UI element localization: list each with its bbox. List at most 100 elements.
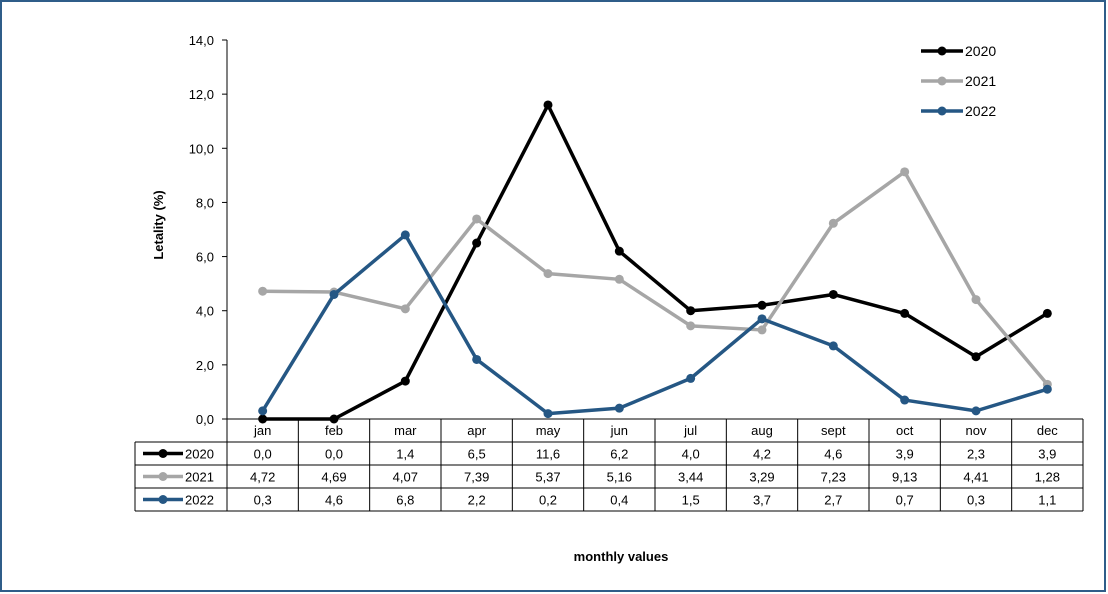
- x-tick-label: oct: [896, 423, 914, 438]
- y-axis-title: Letality (%): [151, 190, 166, 259]
- data-point-2021: [757, 325, 767, 335]
- data-point-2022: [614, 403, 624, 413]
- table-series-name: 2021: [185, 470, 214, 485]
- x-tick-label: apr: [467, 423, 486, 438]
- data-point-2022: [400, 230, 410, 240]
- data-value-label: 2,7: [824, 493, 842, 508]
- data-value-label: 4,41: [963, 470, 988, 485]
- data-point-2021: [472, 214, 482, 224]
- data-value-label: 3,9: [896, 447, 914, 462]
- data-point-2020: [1042, 308, 1052, 318]
- x-tick-label: may: [536, 423, 561, 438]
- legend-marker-2020: [937, 46, 947, 56]
- data-value-label: 6,2: [610, 447, 628, 462]
- table-series-name: 2022: [185, 493, 214, 508]
- data-point-2021: [686, 321, 696, 331]
- series-line-2021: [262, 170, 1049, 386]
- x-tick-label: jul: [683, 423, 697, 438]
- legend-marker-2022: [937, 106, 947, 116]
- data-value-label: 0,3: [967, 493, 985, 508]
- data-value-label: 1,4: [396, 447, 414, 462]
- y-axis: 0,0 2,0 4,0 6,0 8,0 10,0 12,0 14,0: [189, 33, 228, 427]
- data-value-label: 3,7: [753, 493, 771, 508]
- data-value-label: 2,2: [468, 493, 486, 508]
- x-tick-label: nov: [966, 423, 987, 438]
- data-point-2021: [971, 295, 981, 305]
- data-value-label: 1,28: [1035, 470, 1060, 485]
- data-value-label: 0,0: [325, 447, 343, 462]
- data-value-label: 3,29: [749, 470, 774, 485]
- data-value-label: 9,13: [892, 470, 917, 485]
- data-table: jan feb mar apr may jun jul aug sept oct nov dec 202…: [134, 418, 1084, 512]
- data-value-label: 4,6: [824, 447, 842, 462]
- data-point-2022: [971, 406, 981, 416]
- series-layer: [258, 100, 1052, 424]
- data-point-2021: [900, 167, 910, 177]
- data-point-2020: [543, 100, 553, 110]
- data-point-2020: [400, 376, 410, 386]
- data-point-2020: [971, 352, 981, 362]
- data-point-2020: [900, 308, 910, 318]
- data-point-2021: [828, 218, 838, 228]
- data-value-label: 6,5: [468, 447, 486, 462]
- data-value-label: 0,0: [254, 447, 272, 462]
- data-value-label: 3,9: [1038, 447, 1056, 462]
- data-point-2021: [400, 304, 410, 314]
- data-point-2022: [900, 395, 910, 405]
- x-tick-label: sept: [821, 423, 846, 438]
- y-tick-label: 4,0: [196, 304, 214, 319]
- data-point-2022: [329, 289, 339, 299]
- data-point-2022: [472, 354, 482, 364]
- data-point-2022: [757, 314, 767, 324]
- data-value-label: 5,16: [607, 470, 632, 485]
- data-value-label: 0,7: [896, 493, 914, 508]
- legend-label: 2021: [965, 73, 996, 89]
- legend: 2020 2021 2022: [921, 43, 996, 119]
- y-tick-label: 0,0: [196, 412, 214, 427]
- data-point-2020: [757, 300, 767, 310]
- y-tick-label: 2,0: [196, 358, 214, 373]
- x-tick-label: dec: [1037, 423, 1058, 438]
- data-point-2020: [614, 246, 624, 256]
- x-tick-label: feb: [325, 423, 343, 438]
- data-value-label: 2,3: [967, 447, 985, 462]
- x-tick-label: jan: [253, 423, 271, 438]
- data-value-label: 0,3: [254, 493, 272, 508]
- data-point-2021: [258, 286, 268, 296]
- data-value-label: 4,0: [682, 447, 700, 462]
- data-value-label: 11,6: [536, 447, 560, 462]
- y-tick-label: 14,0: [189, 33, 214, 48]
- y-tick-label: 8,0: [196, 195, 214, 210]
- data-point-2020: [828, 289, 838, 299]
- x-axis-title: monthly values: [574, 549, 669, 564]
- data-value-label: 4,72: [250, 470, 275, 485]
- data-point-2020: [686, 306, 696, 316]
- table-legend-marker-2022: [158, 495, 168, 504]
- x-tick-label: mar: [394, 423, 417, 438]
- y-tick-label: 6,0: [196, 250, 214, 265]
- data-value-label: 4,6: [325, 493, 343, 508]
- data-point-2022: [1042, 384, 1052, 394]
- data-value-label: 0,2: [539, 493, 557, 508]
- data-value-label: 4,69: [321, 470, 346, 485]
- y-tick-label: 12,0: [189, 87, 214, 102]
- table-series-name: 2020: [185, 447, 214, 462]
- y-tick-label: 10,0: [189, 141, 214, 156]
- data-point-2020: [472, 238, 482, 248]
- data-value-label: 1,1: [1038, 493, 1056, 508]
- data-value-label: 7,23: [821, 470, 846, 485]
- data-value-label: 7,39: [464, 470, 489, 485]
- data-point-2022: [828, 341, 838, 351]
- data-value-label: 3,44: [678, 470, 703, 485]
- data-point-2022: [258, 406, 268, 416]
- data-value-label: 5,37: [535, 470, 560, 485]
- data-point-2021: [614, 274, 624, 284]
- data-value-label: 0,4: [610, 493, 628, 508]
- data-point-2021: [543, 269, 553, 279]
- series-line-2020: [262, 103, 1049, 421]
- legend-label: 2020: [965, 43, 996, 59]
- x-tick-label: jun: [610, 423, 628, 438]
- data-value-label: 6,8: [396, 493, 414, 508]
